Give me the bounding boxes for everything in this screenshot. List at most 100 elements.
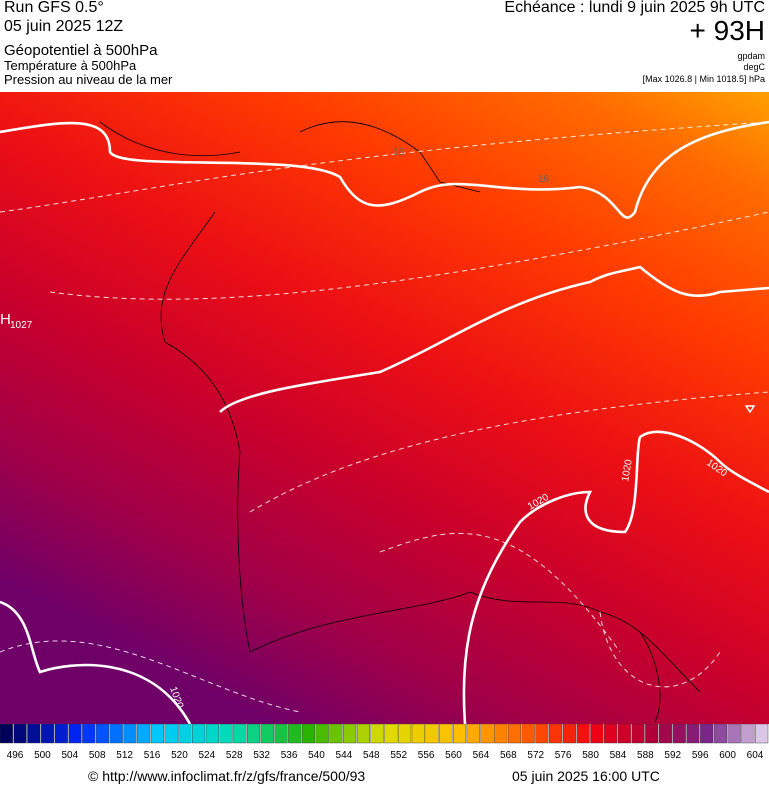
color-swatch [411,724,425,744]
color-swatch [178,724,192,744]
color-swatch [398,724,412,744]
color-swatch [755,724,769,744]
color-swatch [741,724,755,744]
color-swatch [658,724,673,744]
scale-label: 516 [144,750,161,761]
color-swatch [466,724,480,744]
color-swatch [521,724,535,744]
source: © http://www.infoclimat.fr/z/gfs/france/… [88,768,366,784]
map: H 1027 16 16 1020 1020 1020 1020 [0,92,769,724]
color-swatch [82,724,96,744]
scale-label: 556 [418,750,435,761]
scale-label: 524 [199,750,216,761]
color-swatch [150,724,164,744]
color-swatch [562,724,576,744]
color-swatch [246,724,261,744]
color-swatch [343,724,357,744]
scale-label: 520 [171,750,188,761]
scale-label: 508 [89,750,106,761]
color-scale: 496 500 504 508 512 516 520 524 528 532 536 540 544 5… [0,724,769,761]
color-swatch [549,724,563,744]
color-swatch [439,724,453,744]
color-swatch [233,724,247,744]
scale-label: 592 [664,750,681,761]
color-swatch [672,724,686,744]
color-swatch [109,724,123,744]
scale-label: 536 [281,750,298,761]
scale-label: 552 [390,750,407,761]
color-swatch [27,724,41,744]
scale-label: 512 [116,750,133,761]
contour-label: 16 [538,174,550,185]
scale-label: 496 [7,750,24,761]
unit: degC [743,62,765,72]
color-swatch [617,724,631,744]
color-swatch [192,724,206,744]
color-swatch [631,724,645,744]
color-swatch [54,724,68,744]
scale-label: 576 [555,750,572,761]
run-date: 05 juin 2025 12Z [4,18,124,35]
color-swatch [494,724,508,744]
field-title: Géopotentiel à 500hPa [4,42,158,59]
issued: 05 juin 2025 16:00 UTC [512,768,660,784]
marker [744,405,756,414]
color-swatch [123,724,137,744]
contour-label: 16 [393,147,405,158]
scale-label: 504 [61,750,78,761]
color-swatch [576,724,590,744]
isobars [0,120,769,724]
scale-label: 564 [473,750,490,761]
color-swatch [370,724,384,744]
scale-label: 560 [445,750,462,761]
run: Run GFS 0.5° [4,0,104,16]
color-swatch [452,724,467,744]
scale-label: 604 [747,750,764,761]
color-swatch [686,724,700,744]
scale-label: 532 [253,750,270,761]
color-swatch [260,724,274,744]
color-swatch [713,724,728,744]
color-swatch [727,724,741,744]
color-swatch [95,724,110,744]
pressure-range: [Max 1026.8 | Min 1018.5] hPa [642,74,765,84]
scale-label: 572 [527,750,544,761]
color-swatch [164,724,178,744]
color-swatch [301,724,316,744]
color-swatch [590,724,604,744]
color-swatch [507,724,522,744]
color-swatch [137,724,151,744]
temperature-field [0,92,769,724]
scale-label: 544 [336,750,353,761]
color-swatch [219,724,233,744]
field-title: Pression au niveau de la mer [4,72,173,87]
color-swatch [384,724,398,744]
color-swatch [0,724,13,744]
lead-time: + 93H [689,15,766,46]
coastline [99,121,701,723]
high-marker: H [0,311,11,328]
scale-label: 584 [610,750,627,761]
unit: gpdam [737,51,765,61]
color-swatch [604,724,618,744]
color-swatch [288,724,302,744]
scale-label: 528 [226,750,243,761]
color-swatch [480,724,494,744]
scale-label: 600 [719,750,736,761]
scale-label: 540 [308,750,325,761]
color-swatch [535,724,549,744]
contour-label: 1020 [620,458,635,482]
scale-label: 500 [34,750,51,761]
color-swatch [645,724,659,744]
color-swatch [274,724,288,744]
color-swatch [315,724,329,744]
color-swatch [40,724,55,744]
high-value: 1027 [10,320,33,331]
valid-time: Echéance : lundi 9 juin 2025 9h UTC [504,0,765,16]
color-swatch [425,724,439,744]
color-swatch [329,724,343,744]
color-swatch [356,724,370,744]
scale-label: 580 [582,750,599,761]
color-swatch [205,724,219,744]
